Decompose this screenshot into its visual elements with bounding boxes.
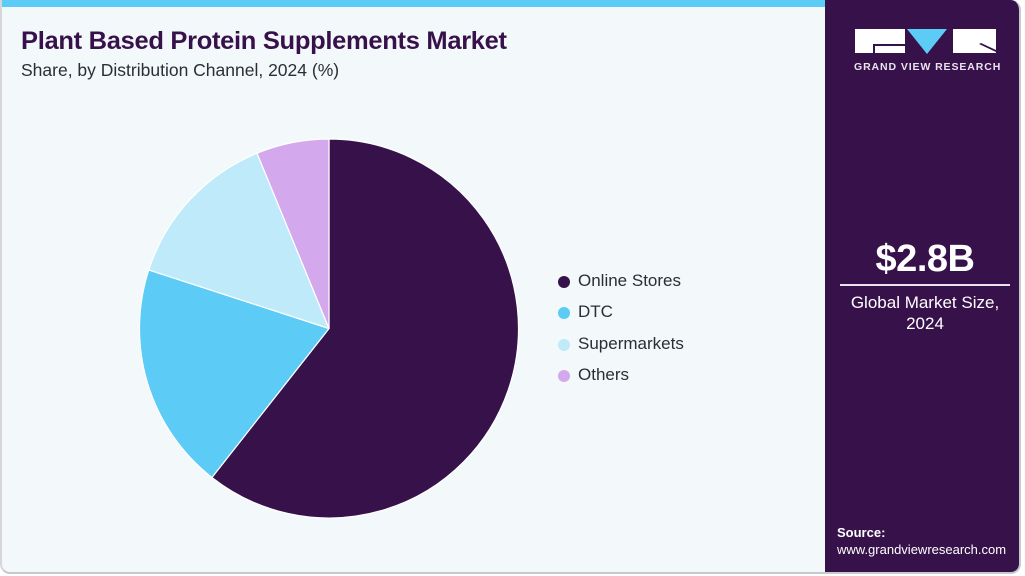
legend-item-online-stores: Online Stores (558, 270, 684, 301)
legend-label: DTC (578, 302, 613, 322)
chart-subtitle: Share, by Distribution Channel, 2024 (%) (21, 60, 340, 80)
legend-dot-icon (558, 369, 570, 382)
legend-label: Supermarkets (578, 333, 684, 353)
pie-slice-others (256, 138, 330, 330)
source-label: Source: (837, 525, 886, 540)
legend-item-dtc: DTC (558, 301, 684, 332)
grand-view-research-logo-icon (855, 29, 996, 54)
divider (840, 284, 1010, 286)
side-panel: GRAND VIEW RESEARCH $2.8B Global Market … (825, 0, 1019, 572)
chart-legend: Online Stores DTC Supermarkets Others (558, 270, 684, 395)
legend-dot-icon (558, 307, 570, 320)
legend-dot-icon (558, 276, 570, 288)
legend-label: Online Stores (578, 271, 681, 290)
pie-slices (138, 138, 520, 519)
pie-slice-online-stores (211, 138, 520, 519)
legend-dot-icon (558, 338, 570, 351)
legend-item-supermarkets: Supermarkets (558, 333, 684, 364)
source-link[interactable]: www.grandviewresearch.com (837, 542, 1007, 557)
chart-title: Plant Based Protein Supplements Market (21, 27, 507, 55)
logo-text: GRAND VIEW RESEARCH (854, 61, 1002, 73)
market-size-label-line2: 2024 (906, 314, 944, 333)
market-size-value: $2.8B (875, 238, 975, 280)
legend-item-others: Others (558, 364, 684, 395)
pie-slice-supermarkets (148, 152, 330, 330)
market-size-label-line1: Global Market Size, (850, 293, 1000, 312)
legend-label: Others (578, 364, 630, 384)
market-size-label: Global Market Size, 2024 (825, 292, 1019, 334)
accent-bar (2, 0, 825, 7)
pie-slice-dtc (138, 269, 330, 479)
